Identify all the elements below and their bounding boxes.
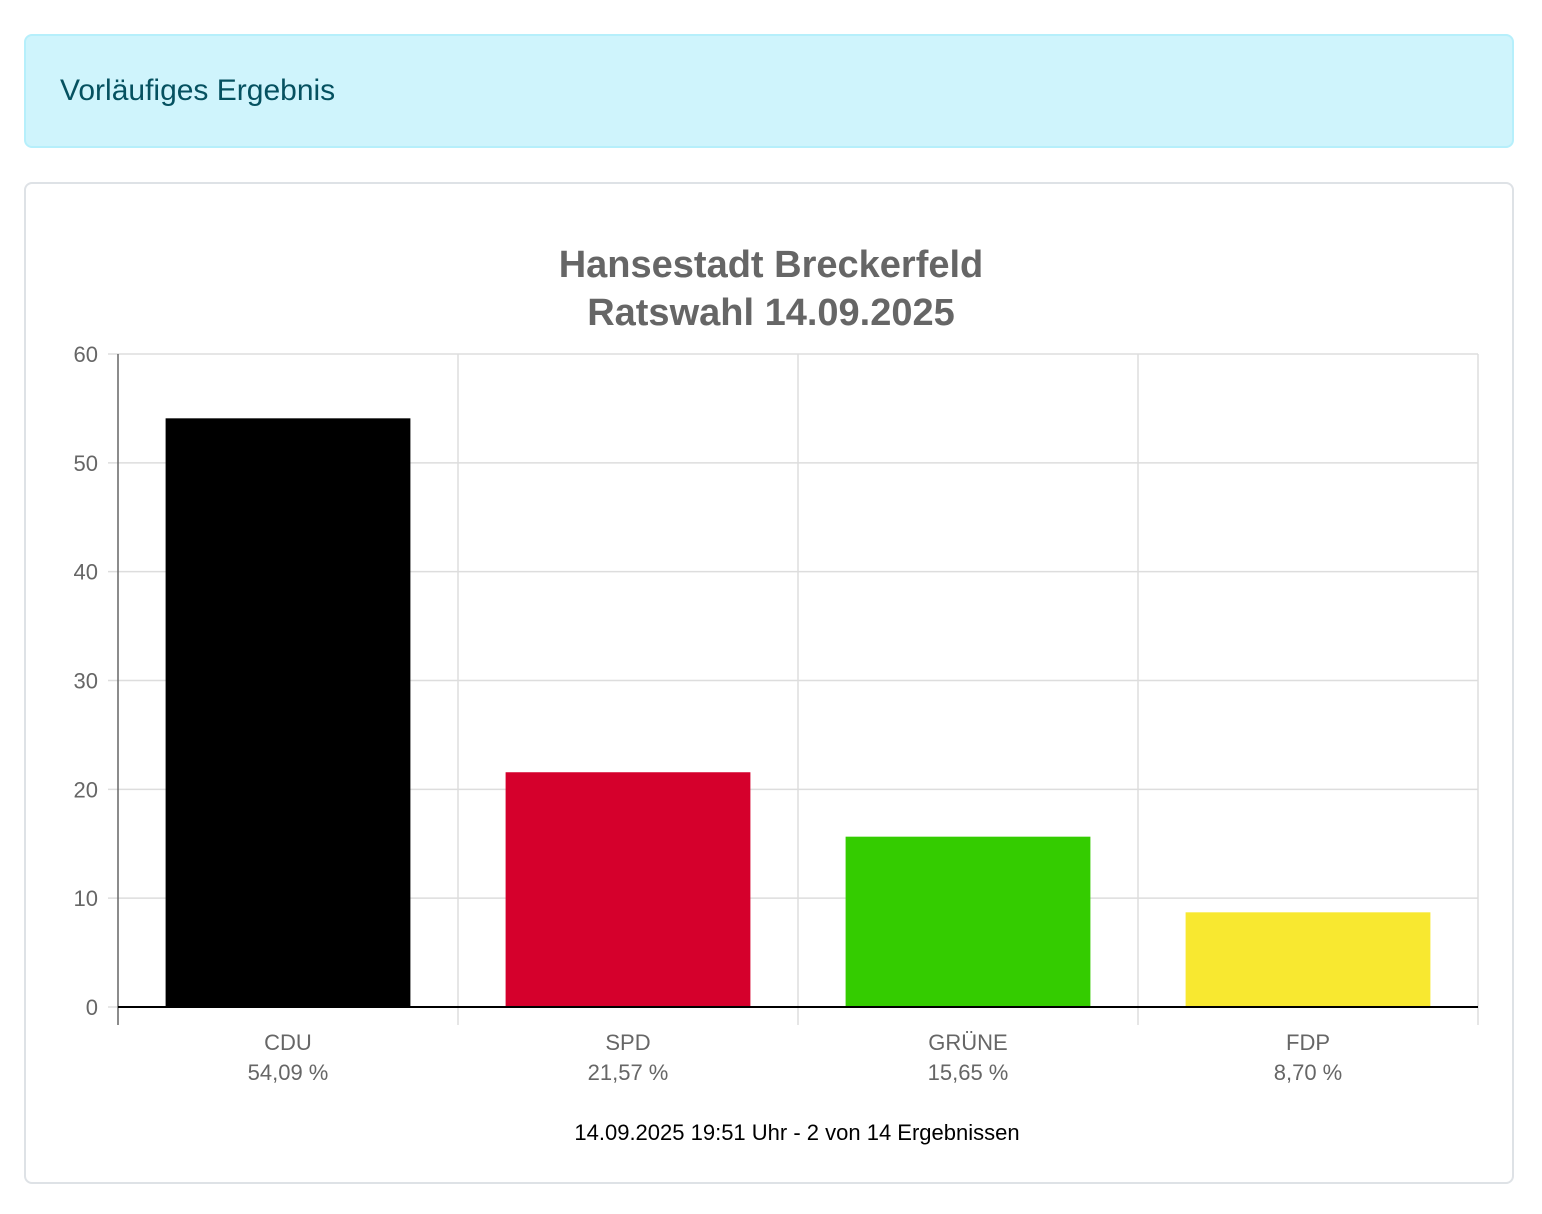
data-label: 21,57 % <box>588 1060 669 1085</box>
status-alert: Vorläufiges Ergebnis <box>24 34 1514 148</box>
bar-chart: Hansestadt Breckerfeld Ratswahl 14.09.20… <box>74 244 1479 1145</box>
alert-text: Vorläufiges Ergebnis <box>60 74 336 107</box>
axes <box>117 354 1478 1025</box>
y-tick-labels: 0 10 20 30 40 50 60 <box>74 342 98 1020</box>
y-tick-label: 40 <box>74 560 98 585</box>
data-label: 15,65 % <box>928 1060 1009 1085</box>
chart-title-line-2: Ratswahl 14.09.2025 <box>587 292 955 334</box>
x-tick-label: FDP <box>1286 1030 1330 1055</box>
data-label: 8,70 % <box>1274 1060 1343 1085</box>
bar-spd <box>505 772 751 1007</box>
chart-footer: 14.09.2025 19:51 Uhr - 2 von 14 Ergebnis… <box>574 1120 1019 1145</box>
y-tick-label: 10 <box>74 886 98 911</box>
x-tick-label: SPD <box>605 1030 650 1055</box>
bar-grüne <box>845 836 1091 1007</box>
x-tick-labels: CDU 54,09 % SPD 21,57 % GRÜNE 15,65 % FDP 8,70 … <box>248 1030 1343 1085</box>
y-tick-label: 30 <box>74 669 98 694</box>
bar-fdp <box>1185 912 1431 1007</box>
data-label: 54,09 % <box>248 1060 329 1085</box>
bars <box>165 418 1431 1007</box>
bar-cdu <box>165 418 411 1007</box>
chart-card: Hansestadt Breckerfeld Ratswahl 14.09.20… <box>24 182 1514 1184</box>
y-tick-label: 20 <box>74 777 98 802</box>
y-tick-label: 0 <box>86 995 98 1020</box>
y-tick-label: 60 <box>74 342 98 367</box>
y-tick-label: 50 <box>74 451 98 476</box>
x-tick-label: CDU <box>264 1030 312 1055</box>
x-tick-label: GRÜNE <box>928 1030 1007 1055</box>
chart-title-line-1: Hansestadt Breckerfeld <box>559 244 984 286</box>
